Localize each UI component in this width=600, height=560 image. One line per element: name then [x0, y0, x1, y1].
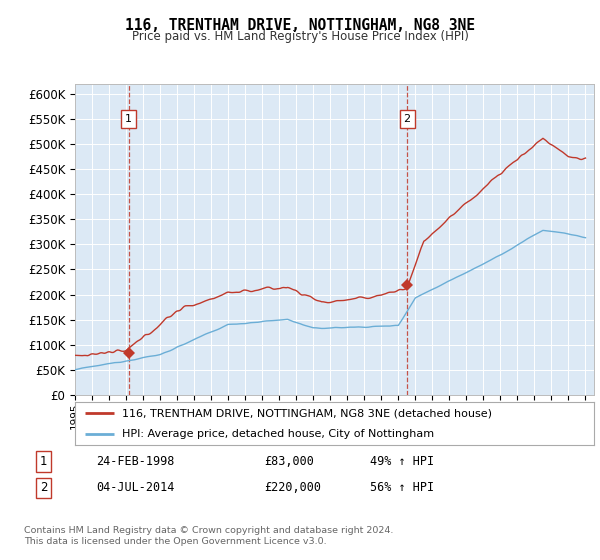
Text: 04-JUL-2014: 04-JUL-2014: [97, 482, 175, 494]
Text: 116, TRENTHAM DRIVE, NOTTINGHAM, NG8 3NE (detached house): 116, TRENTHAM DRIVE, NOTTINGHAM, NG8 3NE…: [122, 408, 492, 418]
Text: 1: 1: [125, 114, 132, 124]
Text: £220,000: £220,000: [264, 482, 321, 494]
Text: HPI: Average price, detached house, City of Nottingham: HPI: Average price, detached house, City…: [122, 430, 434, 439]
Text: Contains HM Land Registry data © Crown copyright and database right 2024.
This d: Contains HM Land Registry data © Crown c…: [24, 526, 394, 546]
Text: 2: 2: [404, 114, 411, 124]
Text: 56% ↑ HPI: 56% ↑ HPI: [370, 482, 434, 494]
Text: 1: 1: [40, 455, 47, 468]
Text: 24-FEB-1998: 24-FEB-1998: [97, 455, 175, 468]
Text: £83,000: £83,000: [264, 455, 314, 468]
Text: 116, TRENTHAM DRIVE, NOTTINGHAM, NG8 3NE: 116, TRENTHAM DRIVE, NOTTINGHAM, NG8 3NE: [125, 18, 475, 33]
Text: Price paid vs. HM Land Registry's House Price Index (HPI): Price paid vs. HM Land Registry's House …: [131, 30, 469, 43]
Text: 2: 2: [40, 482, 47, 494]
Text: 49% ↑ HPI: 49% ↑ HPI: [370, 455, 434, 468]
